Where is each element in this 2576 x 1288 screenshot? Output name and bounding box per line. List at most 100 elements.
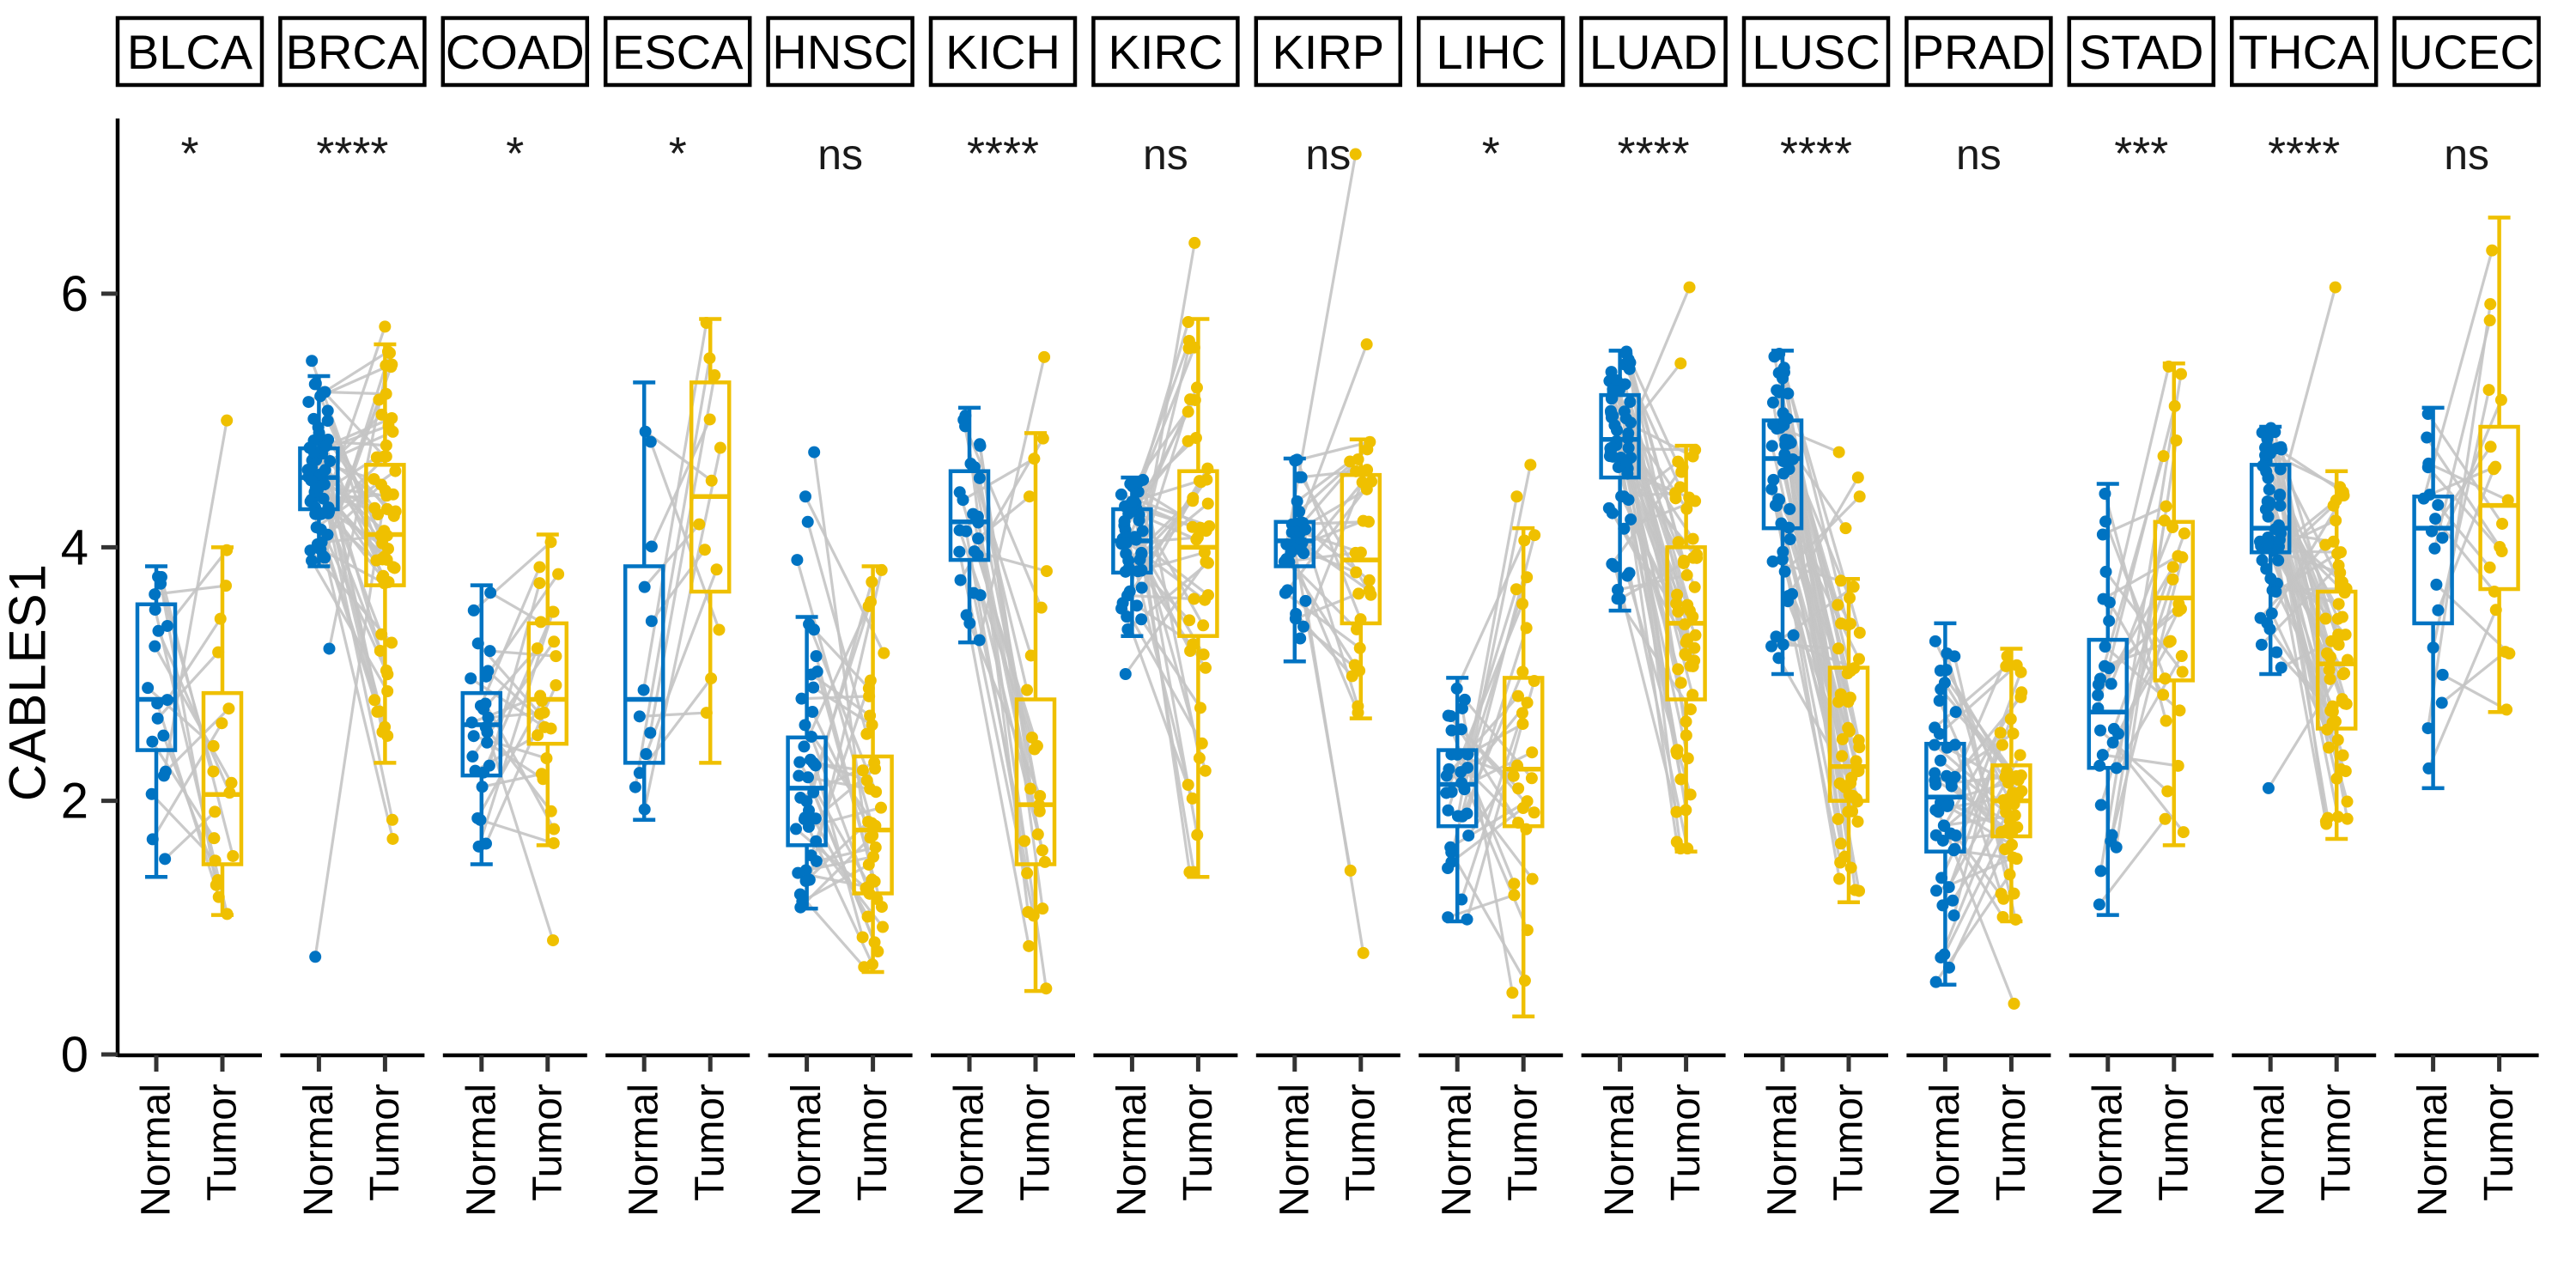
tumor-point — [1190, 381, 1203, 394]
pair-line — [2098, 817, 2166, 906]
normal-point — [1933, 695, 1946, 708]
pair-line — [814, 765, 865, 938]
normal-point — [806, 706, 819, 719]
tumor-point — [2160, 714, 2172, 727]
panel-KIRC: KIRC ns Normal Tumor — [1091, 15, 1240, 1217]
tumor-point — [374, 529, 387, 542]
normal-point — [1621, 569, 1634, 582]
normal-point — [1935, 872, 1948, 884]
tumor-point — [2003, 868, 2016, 881]
tumor-point — [2336, 749, 2349, 762]
data-points — [2092, 360, 2190, 911]
normal-point — [2261, 495, 2274, 508]
normal-point — [1783, 502, 1796, 515]
normal-point — [1442, 911, 1455, 924]
normal-point — [638, 580, 651, 593]
normal-point — [1289, 454, 1302, 467]
tumor-point — [1832, 446, 1845, 459]
normal-point — [2105, 835, 2117, 848]
normal-point — [465, 716, 478, 729]
tumor-point — [2331, 612, 2344, 625]
normal-point — [1782, 590, 1795, 603]
normal-point — [145, 787, 158, 800]
normal-point — [799, 719, 811, 732]
tumor-point — [1357, 514, 1370, 527]
tumor-point — [2329, 715, 2342, 728]
pair-line — [319, 325, 386, 515]
pair-lines — [307, 325, 397, 957]
tumor-point — [1847, 580, 1860, 593]
normal-point — [960, 525, 973, 538]
tumor-point — [216, 717, 228, 730]
pair-line — [1942, 820, 2012, 956]
tumor-point — [2494, 393, 2507, 406]
pair-line — [643, 447, 722, 810]
normal-point — [1776, 553, 1789, 566]
normal-point — [2099, 515, 2112, 528]
pair-line — [1121, 538, 1206, 601]
pair-line — [157, 630, 231, 793]
normal-point — [1135, 581, 1148, 594]
normal-point — [953, 545, 966, 558]
tumor-point — [2158, 514, 2171, 527]
x-tick-label-normal: Normal — [1760, 1084, 1806, 1217]
tumor-point — [536, 695, 549, 708]
tumor-point — [1680, 804, 1692, 817]
normal-point — [1607, 450, 1619, 463]
tumor-point — [1686, 532, 1699, 545]
tumor-point — [2166, 561, 2179, 574]
normal-point — [2105, 677, 2117, 690]
normal-point — [151, 697, 164, 710]
tumor-point — [2170, 434, 2183, 447]
normal-point — [321, 415, 334, 428]
normal-point — [159, 853, 172, 866]
normal-point — [1623, 362, 1636, 375]
data-points — [2253, 281, 2354, 830]
pair-line — [1951, 803, 2015, 902]
tumor-point — [207, 765, 220, 778]
normal-point — [1935, 683, 1947, 696]
tumor-point — [547, 605, 560, 618]
pair-line — [812, 629, 871, 690]
pair-line — [2278, 539, 2331, 671]
tumor-point — [375, 478, 388, 491]
tumor-point — [2162, 360, 2175, 373]
normal-point — [1131, 599, 1144, 612]
tumor-point — [2172, 759, 2184, 772]
pair-line — [1127, 593, 1194, 601]
normal-point — [1289, 612, 1302, 625]
tumor-point — [1516, 707, 1528, 720]
normal-point — [2110, 762, 2123, 775]
pair-line — [164, 811, 216, 860]
pair-line — [642, 322, 708, 690]
pair-line — [155, 584, 227, 596]
tumor-point — [1511, 690, 1524, 702]
normal-point — [323, 642, 336, 655]
normal-point — [2436, 532, 2449, 544]
tumor-point — [1018, 835, 1031, 848]
pair-line — [1289, 551, 1359, 714]
pair-line — [1625, 350, 1683, 473]
normal-point — [633, 710, 646, 723]
normal-point — [2261, 538, 2274, 551]
panel-BLCA: BLCA * Normal Tumor — [115, 15, 264, 1217]
normal-point — [1781, 412, 1794, 425]
normal-point — [1610, 424, 1623, 437]
tumor-point — [1670, 597, 1683, 610]
normal-point — [801, 515, 814, 528]
tumor-point — [1684, 703, 1697, 716]
tumor-point — [1678, 554, 1691, 567]
y-axis-title: CABLES1 — [0, 562, 57, 802]
tumor-point — [2326, 700, 2339, 713]
pair-line — [1938, 664, 2018, 735]
pair-line — [2111, 556, 2184, 835]
normal-point — [1135, 546, 1148, 559]
pair-line — [2433, 319, 2492, 550]
tumor-point — [864, 709, 877, 722]
tumor-point — [1832, 696, 1845, 708]
tumor-point — [1036, 432, 1049, 445]
tumor-point — [1201, 462, 1214, 475]
pair-line — [326, 410, 384, 579]
pair-line — [2427, 303, 2492, 729]
tumor-point — [1357, 946, 1370, 959]
